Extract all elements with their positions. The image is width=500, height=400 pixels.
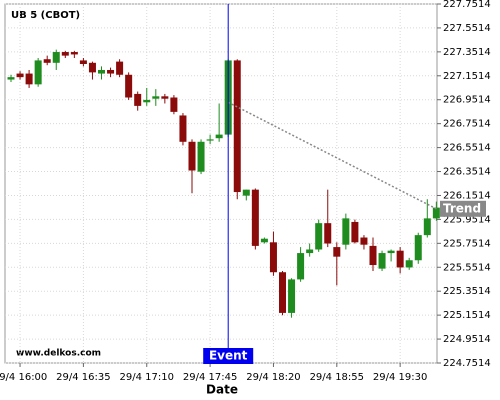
candle-body (134, 93, 142, 106)
y-tick-label: 227.7514 (443, 0, 491, 10)
chart-title: UB 5 (CBOT) (11, 10, 80, 21)
y-tick-label: 226.5514 (443, 143, 491, 154)
candle-body (269, 242, 277, 273)
y-tick-label: 226.1514 (443, 190, 491, 201)
plot-area (4, 3, 438, 364)
candle-body (143, 99, 151, 103)
candle-body (333, 247, 341, 257)
candle-body (197, 141, 205, 172)
y-tick-label: 227.3514 (443, 47, 491, 58)
candle-body (25, 73, 33, 85)
trend-line (227, 101, 437, 210)
y-tick-label: 226.9514 (443, 95, 491, 106)
candle-body (251, 189, 259, 246)
trend-label-box (440, 200, 486, 217)
candle-body (297, 253, 305, 280)
candle-body (351, 221, 359, 243)
candle-body (432, 207, 440, 219)
candle-body (423, 218, 431, 236)
candle-body (98, 69, 105, 74)
watermark: www.delkos.com (16, 349, 101, 359)
candle-body (206, 139, 214, 141)
candle-body (396, 250, 404, 268)
x-tick-label: 29/4 19:30 (373, 372, 427, 383)
x-tick-label: 29/4 18:55 (310, 372, 364, 383)
y-tick-label: 225.3514 (443, 286, 491, 297)
y-tick-label: 227.1514 (443, 71, 491, 82)
x-tick-label: 29/4 17:45 (183, 372, 237, 383)
candle-body (378, 253, 386, 269)
candle-body (70, 52, 78, 55)
candle-body (188, 141, 196, 171)
y-tick-label: 225.5514 (443, 262, 491, 273)
candle-body (288, 279, 296, 313)
candle-body (52, 52, 60, 63)
candle-body (242, 189, 250, 196)
y-tick-label: 224.9514 (443, 334, 491, 345)
y-tick-label: 225.7514 (443, 238, 491, 249)
candle-body (369, 245, 377, 266)
y-tick-label: 225.1514 (443, 310, 491, 321)
candle-body (260, 238, 268, 243)
candle-body (279, 272, 286, 313)
y-tick-label: 225.9514 (443, 214, 491, 225)
event-label: Event (209, 349, 248, 363)
candle-body (170, 97, 178, 112)
candle-body (161, 96, 169, 99)
candle-body (315, 223, 323, 250)
y-tick-label: 226.3514 (443, 167, 491, 178)
candle-body (179, 115, 187, 142)
candle-body (414, 235, 422, 261)
candle-body (360, 237, 368, 245)
candle-body (125, 74, 133, 98)
x-tick-label: 29/4 18:20 (246, 372, 300, 383)
candle-body (61, 52, 69, 56)
x-tick-label: 29/4 16:00 (0, 372, 47, 383)
candle-body (342, 218, 350, 245)
x-tick-label: 29/4 16:35 (56, 372, 110, 383)
trend-label: Trend (443, 201, 481, 215)
candle-body (387, 250, 395, 254)
candle-body (233, 60, 241, 193)
y-tick-label: 224.7514 (443, 358, 491, 369)
x-axis-label: Date (206, 383, 238, 397)
candle-body (152, 96, 160, 99)
y-tick-label: 227.5514 (443, 23, 491, 34)
x-tick-label: 29/4 17:10 (120, 372, 174, 383)
candle-body (88, 62, 96, 73)
candle-body (7, 77, 15, 80)
y-tick-label: 226.7514 (443, 119, 491, 130)
candle-body (16, 73, 24, 78)
candle-body (43, 59, 51, 63)
event-label-box (203, 348, 254, 364)
candle-body (107, 69, 115, 74)
candle-body (324, 223, 332, 244)
candle-body (306, 249, 314, 254)
candle-body (116, 61, 124, 75)
candle-body (405, 260, 413, 268)
candle-body (34, 60, 42, 85)
candle-body (79, 60, 87, 65)
candle-body (215, 134, 223, 139)
